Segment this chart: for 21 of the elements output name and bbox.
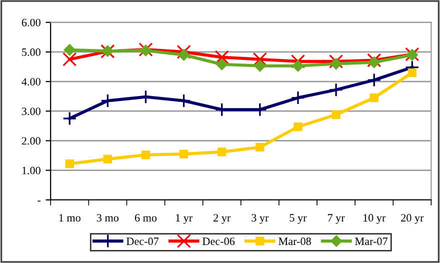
y-tick-label: 4.00 [22, 78, 40, 86]
legend-label: Mar-08 [278, 238, 311, 246]
y-tick-label: 5.00 [22, 48, 40, 56]
x-tick-label: 7 yr [328, 214, 345, 224]
x-tick-label: 5 yr [290, 214, 307, 224]
x-tick-label: 20 yr [401, 214, 424, 224]
x-tick-label: 1 mo [59, 214, 80, 222]
legend-label: Dec-07 [126, 238, 159, 246]
y-tick-label: 6.00 [22, 18, 40, 26]
x-tick-label: 3 yr [252, 214, 269, 224]
y-tick-label: - [38, 200, 40, 202]
x-tick-label: 10 yr [364, 214, 386, 224]
x-tick-label: 1 yr [176, 214, 193, 224]
y-tick-label: 3.00 [22, 108, 40, 116]
x-tick-label: 2 yr [214, 214, 231, 224]
y-tick-label: 1.00 [22, 166, 40, 174]
y-tick-label: 2.00 [22, 137, 40, 145]
legend-label: Mar-07 [355, 238, 388, 246]
x-tick-label: 6 mo [134, 214, 157, 222]
x-tick-label: 3 mo [96, 214, 119, 222]
legend-label: Dec-06 [202, 238, 235, 246]
